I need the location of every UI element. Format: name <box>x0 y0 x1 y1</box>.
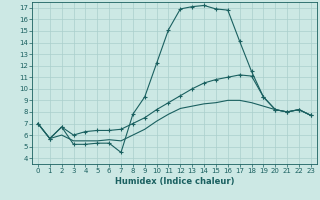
X-axis label: Humidex (Indice chaleur): Humidex (Indice chaleur) <box>115 177 234 186</box>
